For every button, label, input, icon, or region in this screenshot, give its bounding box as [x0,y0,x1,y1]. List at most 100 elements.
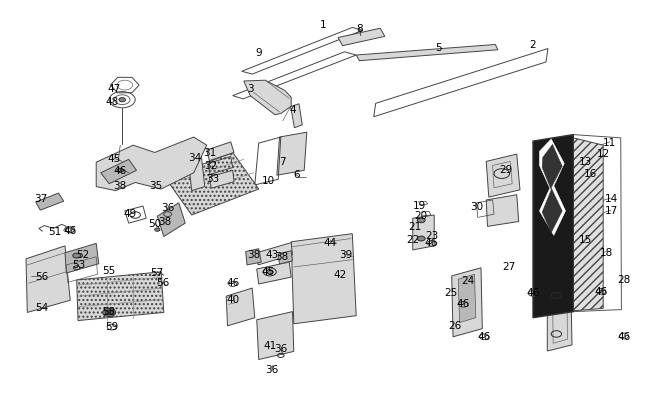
Text: 28: 28 [618,275,630,284]
Circle shape [119,98,125,102]
Text: 45: 45 [107,154,120,164]
Text: 56: 56 [36,271,49,281]
Text: 34: 34 [188,152,202,162]
Text: 35: 35 [150,181,162,190]
Text: 48: 48 [105,97,118,107]
Text: 39: 39 [339,249,352,259]
Text: 15: 15 [578,235,592,245]
Text: 13: 13 [578,157,592,167]
Polygon shape [209,171,234,189]
Text: 32: 32 [205,160,218,170]
Polygon shape [257,312,294,360]
Polygon shape [458,275,476,323]
Text: 24: 24 [462,275,474,285]
Circle shape [105,310,113,315]
Text: 37: 37 [34,194,47,203]
Text: 47: 47 [107,83,120,93]
Polygon shape [277,133,307,176]
Text: 45: 45 [262,266,275,276]
Text: 21: 21 [408,221,421,231]
Circle shape [155,228,160,232]
Polygon shape [96,138,207,191]
Text: 53: 53 [73,259,86,269]
Polygon shape [36,194,64,211]
Text: 22: 22 [406,234,419,244]
Text: 46: 46 [595,286,608,296]
Polygon shape [486,195,519,227]
Polygon shape [540,140,566,236]
Text: 46: 46 [64,225,77,235]
Circle shape [103,309,116,317]
Circle shape [417,218,425,223]
Text: 57: 57 [151,267,164,277]
Text: 4: 4 [289,105,296,115]
Text: 46: 46 [618,331,630,341]
Text: 17: 17 [604,206,617,215]
Text: 27: 27 [502,262,515,271]
Text: 33: 33 [207,174,220,184]
Polygon shape [101,160,136,184]
Text: 46: 46 [226,278,239,288]
Text: 36: 36 [265,364,278,374]
Polygon shape [226,288,255,326]
Polygon shape [166,153,259,215]
Circle shape [266,270,273,274]
Polygon shape [246,249,261,265]
Polygon shape [207,143,234,161]
Polygon shape [244,81,291,115]
Text: 9: 9 [255,48,262,58]
Text: 18: 18 [600,247,613,257]
Text: 23: 23 [426,231,439,241]
Text: 38: 38 [275,251,288,261]
Text: 50: 50 [148,219,161,228]
Text: 42: 42 [333,270,346,279]
Text: 38: 38 [158,217,171,227]
Polygon shape [338,29,385,47]
Text: 46: 46 [526,288,539,297]
Text: 52: 52 [77,249,90,259]
Text: 16: 16 [584,168,597,178]
Polygon shape [486,155,520,198]
Circle shape [417,237,425,241]
Polygon shape [65,244,99,273]
Text: 14: 14 [604,194,617,203]
Text: 49: 49 [124,209,136,219]
Polygon shape [573,139,603,311]
Text: 19: 19 [413,201,426,211]
Circle shape [73,254,81,258]
Text: 46: 46 [457,298,470,308]
Text: 46: 46 [114,165,127,175]
Text: 46: 46 [424,237,437,247]
Text: 36: 36 [274,343,287,353]
Text: 56: 56 [156,278,169,288]
Text: 8: 8 [356,24,363,34]
Text: 3: 3 [247,83,254,93]
Polygon shape [77,272,164,321]
Text: 25: 25 [444,288,457,297]
Polygon shape [278,251,292,264]
Polygon shape [542,145,562,233]
Text: 29: 29 [499,164,512,174]
Text: 31: 31 [203,148,216,158]
Text: 40: 40 [226,294,239,304]
Polygon shape [291,104,302,128]
Text: 1: 1 [320,20,326,30]
Text: 51: 51 [49,227,62,237]
Text: 58: 58 [103,306,116,316]
Polygon shape [291,234,356,324]
Circle shape [117,169,124,173]
Text: 38: 38 [114,181,127,190]
Text: 12: 12 [597,149,610,159]
Text: 2: 2 [530,40,536,50]
Text: 55: 55 [103,266,116,275]
Polygon shape [533,135,573,318]
Text: 54: 54 [36,302,49,312]
Text: 38: 38 [247,249,260,259]
Polygon shape [356,45,498,62]
Polygon shape [257,243,292,265]
Polygon shape [413,215,434,250]
Text: 11: 11 [603,138,616,147]
Text: 20: 20 [415,211,428,220]
Text: 41: 41 [263,340,276,350]
Polygon shape [452,268,482,337]
